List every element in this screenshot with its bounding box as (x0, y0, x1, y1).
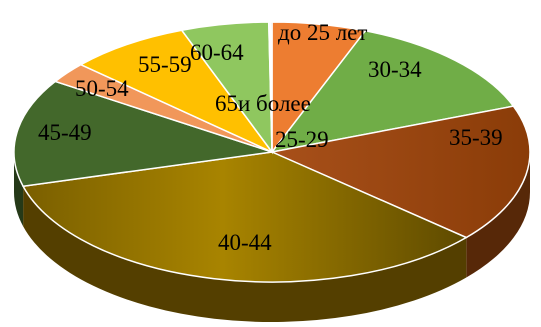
pie-slice-55-59 (79, 29, 273, 153)
slice-label-60-64: 60-64 (190, 40, 244, 65)
pie-tops (13, 21, 531, 283)
slice-label-55-59: 55-59 (138, 52, 192, 77)
pie-side-40-44 (23, 186, 467, 322)
pie-slice-35-39 (269, 105, 531, 239)
pie-labels: до 25 лет30-3435-3940-4445-4950-5455-596… (38, 20, 503, 255)
pie-slice-45-49 (13, 80, 273, 188)
pie-slice-25-29 (269, 21, 273, 153)
pie-slice-30-34 (270, 29, 515, 154)
slice-label-35-39: 35-39 (449, 125, 503, 150)
slice-label-65и-более: 65и более (215, 91, 311, 116)
slice-label-25-29: 25-29 (275, 127, 329, 152)
slice-label-50-54: 50-54 (75, 76, 129, 101)
slice-label-до-25-лет: до 25 лет (278, 20, 367, 45)
slice-label-40-44: 40-44 (218, 230, 272, 255)
pie-slice-40-44 (21, 151, 468, 283)
slice-label-45-49: 45-49 (38, 120, 92, 145)
slice-label-30-34: 30-34 (368, 57, 422, 82)
